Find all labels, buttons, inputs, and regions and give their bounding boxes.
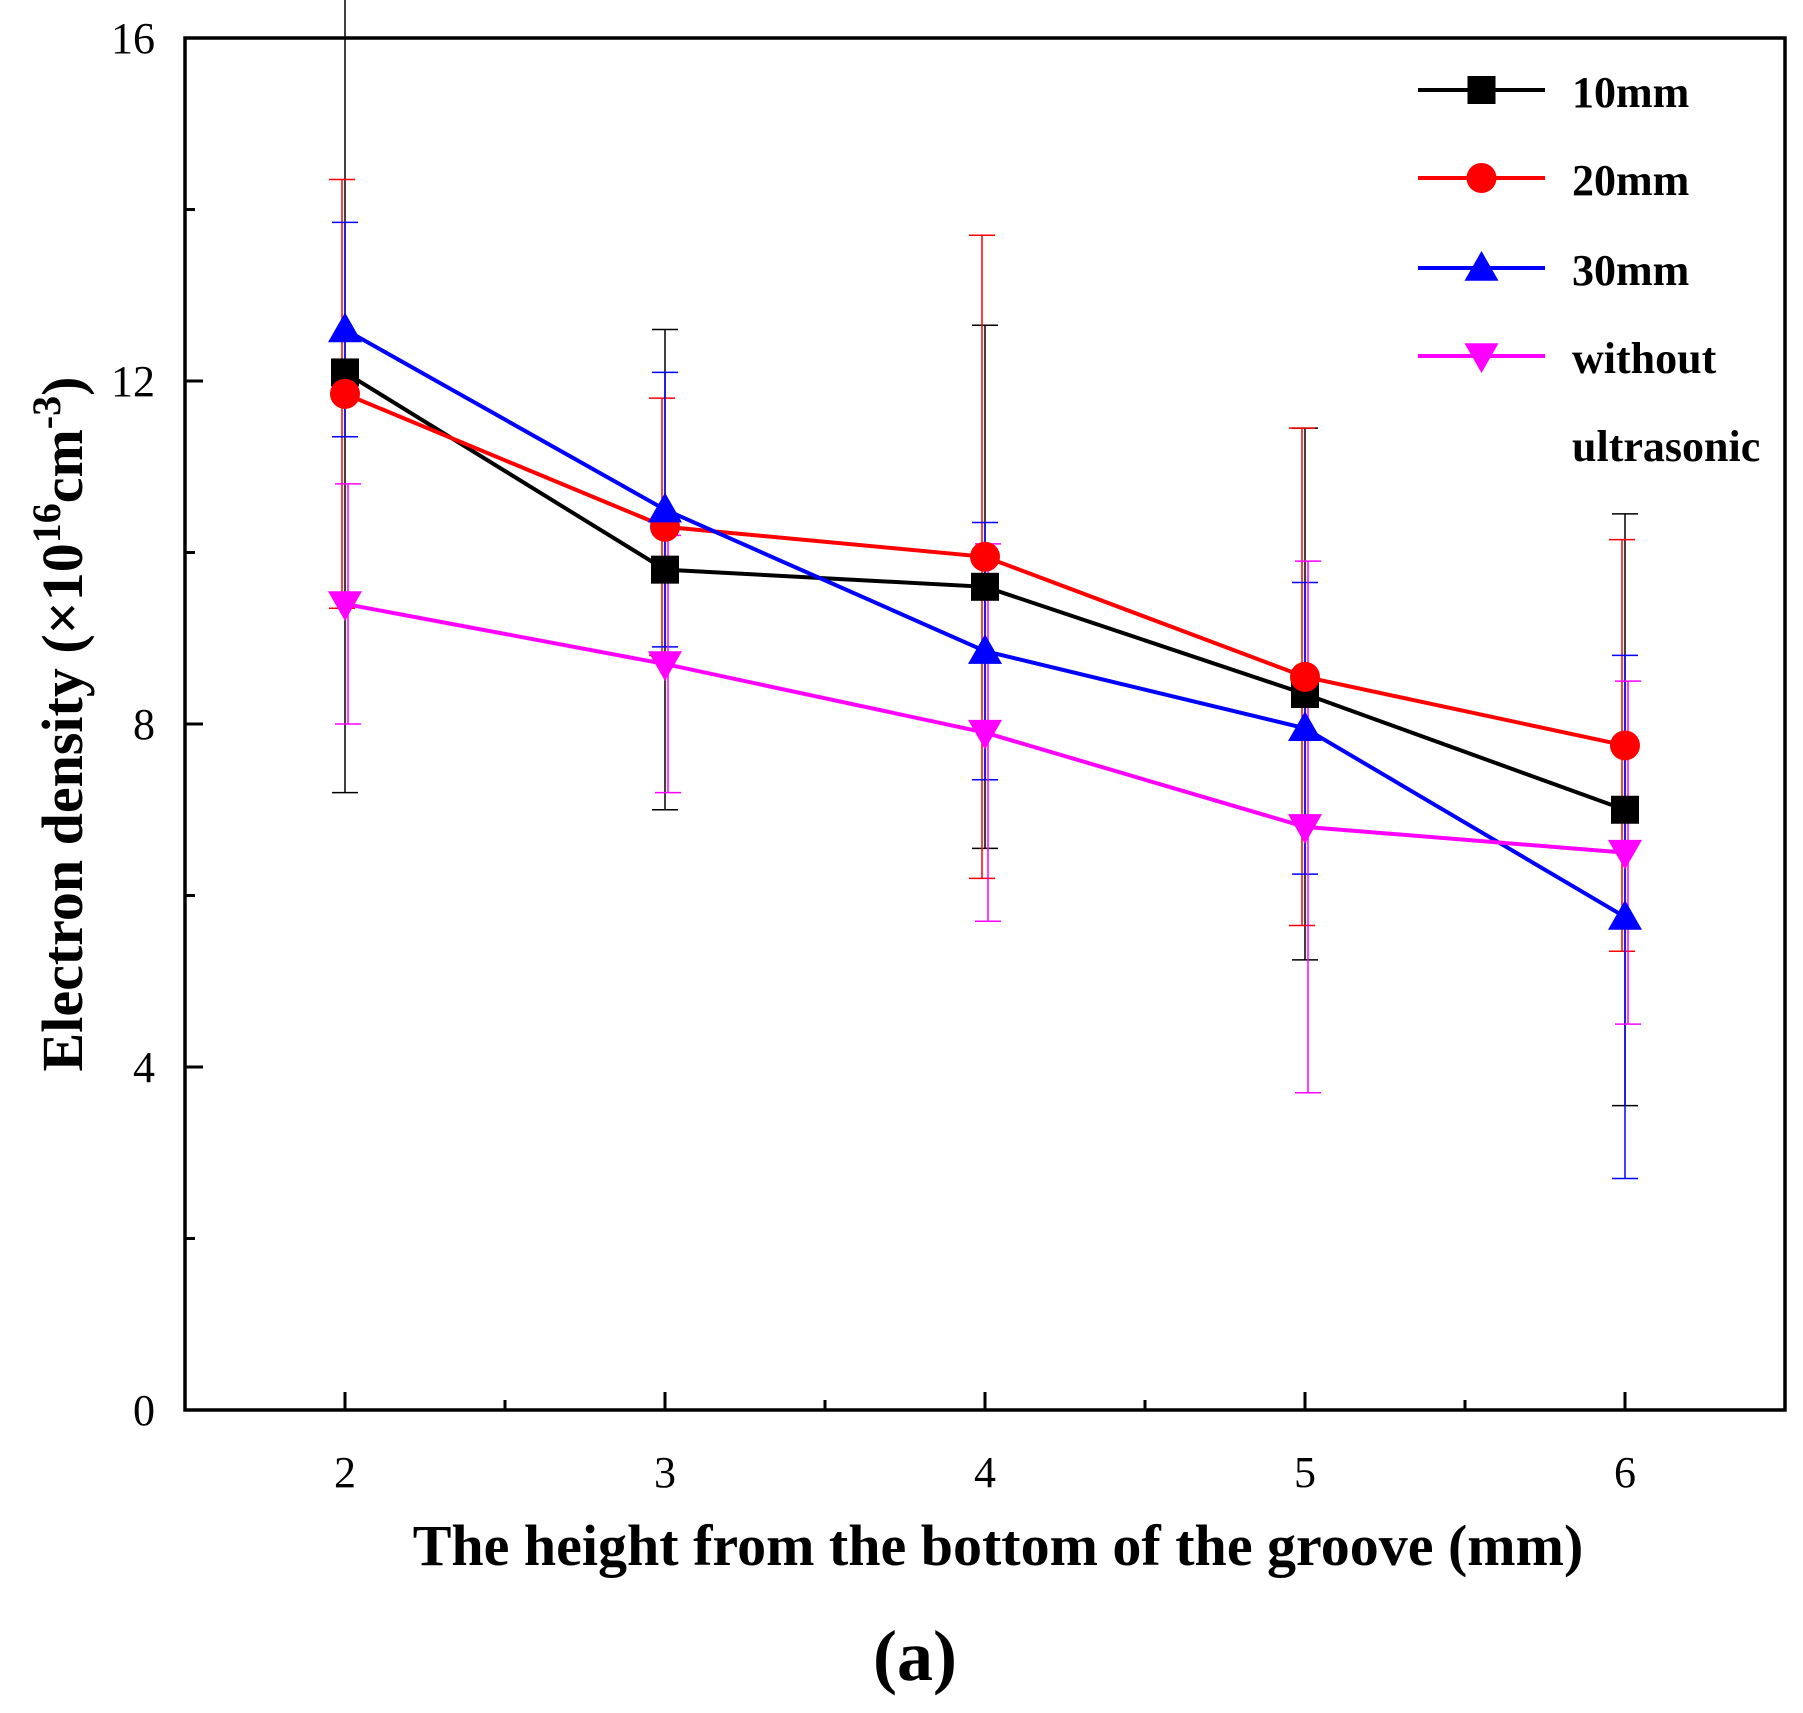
y-axis-title: Electron density (×1016cm-3) — [24, 377, 95, 1072]
data-point — [971, 572, 999, 601]
panel-label: (a) — [873, 1616, 957, 1696]
y-tick-label: 16 — [111, 14, 155, 63]
legend-label: 20mm — [1572, 156, 1689, 205]
y-axis: 0 4 8 12 16 — [111, 14, 203, 1435]
y-axis-title-prefix: Electron density (×10 — [30, 543, 95, 1071]
legend-label: 10mm — [1572, 68, 1689, 117]
data-point — [328, 312, 362, 343]
legend-marker — [1464, 343, 1499, 373]
y-axis-title-unit: cm — [30, 429, 95, 503]
x-tick-label: 4 — [974, 1448, 996, 1497]
data-point — [330, 378, 360, 409]
y-tick-label: 4 — [133, 1043, 155, 1092]
legend-marker — [1467, 76, 1496, 104]
y-axis-title-exponent-2: -3 — [24, 396, 69, 429]
data-point — [970, 541, 1000, 572]
data-point — [651, 555, 679, 584]
data-point — [648, 651, 682, 681]
legend-marker — [1464, 251, 1499, 281]
x-axis: 2 3 4 5 6 — [334, 1392, 1636, 1497]
series-markers — [328, 312, 1642, 930]
data-point — [1288, 711, 1322, 742]
y-tick-label: 8 — [133, 700, 155, 749]
data-point — [968, 634, 1002, 664]
x-tick-label: 2 — [334, 1448, 356, 1497]
x-axis-title: The height from the bottom of the groove… — [413, 1513, 1584, 1578]
x-tick-label: 5 — [1294, 1448, 1316, 1497]
legend: 10mm 20mm 30mm without ultrasonic — [1418, 68, 1760, 471]
data-point — [328, 591, 362, 621]
data-point — [1608, 899, 1642, 930]
x-tick-label: 6 — [1614, 1448, 1636, 1497]
data-point — [648, 492, 682, 523]
legend-marker — [1466, 163, 1497, 193]
legend-label: 30mm — [1572, 246, 1689, 295]
y-axis-title-suffix: ) — [30, 377, 95, 396]
y-tick-label: 12 — [111, 357, 155, 406]
data-point — [1290, 661, 1320, 692]
y-axis-title-exponent-1: 16 — [24, 503, 69, 543]
data-point — [1610, 730, 1640, 761]
data-point — [1611, 795, 1639, 824]
data-point — [968, 719, 1002, 750]
data-point — [1608, 839, 1642, 870]
data-point — [1288, 814, 1322, 844]
legend-label: ultrasonic — [1572, 422, 1760, 471]
legend-label: without — [1572, 334, 1717, 383]
x-tick-label: 3 — [654, 1448, 676, 1497]
y-tick-label: 0 — [133, 1386, 155, 1435]
